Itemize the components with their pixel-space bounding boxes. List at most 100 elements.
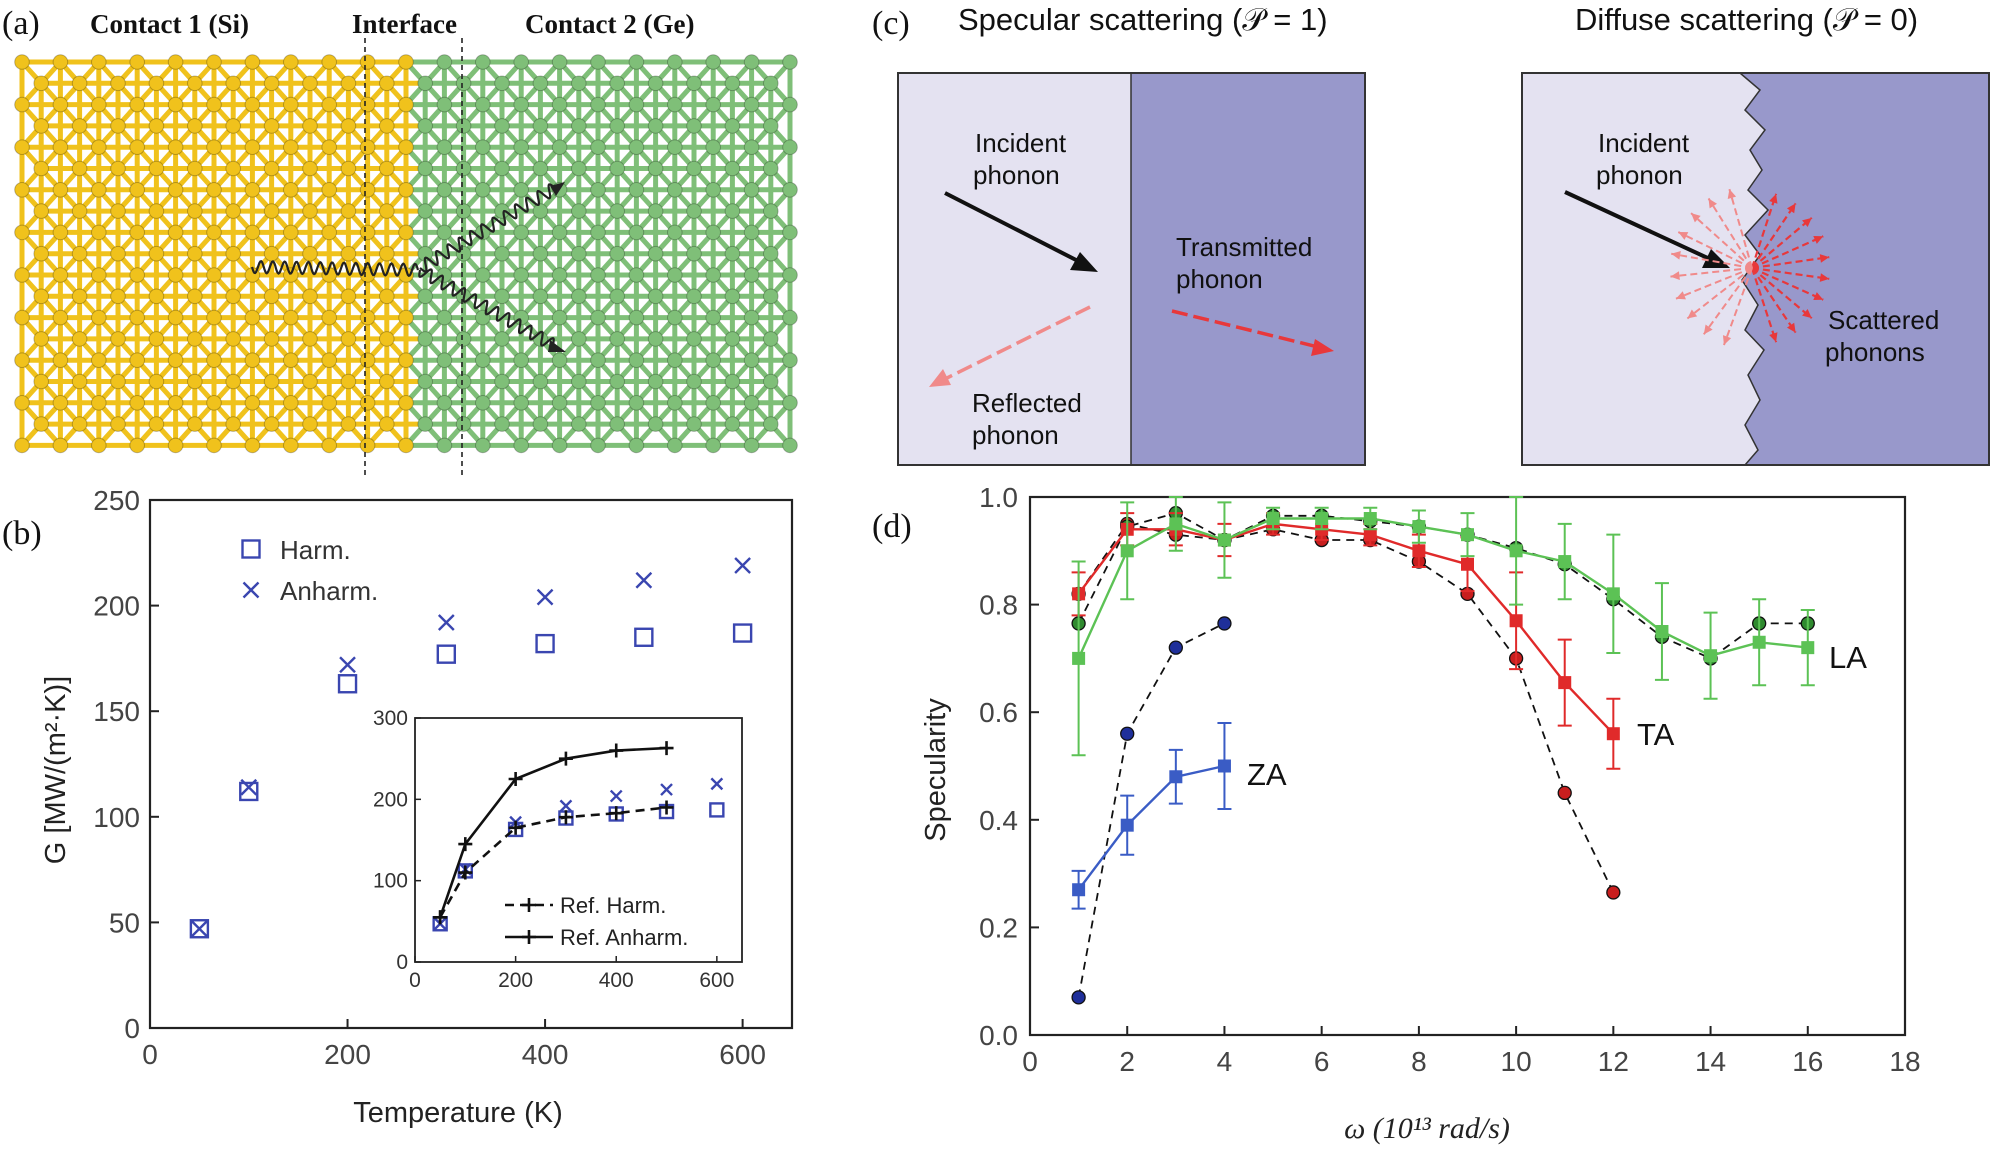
atom — [494, 75, 510, 92]
atom — [110, 288, 126, 305]
ray-arrowhead — [1802, 309, 1812, 319]
atom — [206, 54, 222, 70]
atom — [110, 118, 126, 134]
x-tick-label: 200 — [324, 1039, 371, 1070]
atom — [609, 288, 626, 305]
atom — [33, 416, 50, 432]
atom — [206, 395, 222, 411]
diff-incident-arrowhead — [1702, 249, 1730, 268]
atom — [244, 437, 261, 454]
atom — [686, 288, 702, 305]
data-point — [1558, 555, 1572, 569]
atom — [33, 373, 50, 390]
atom — [724, 75, 741, 92]
ref-point — [458, 865, 473, 880]
ray-arrowhead — [1802, 217, 1812, 227]
atom — [283, 54, 299, 70]
x-tick-label: 12 — [1598, 1046, 1629, 1077]
atom — [763, 245, 779, 262]
harm-point — [732, 623, 753, 643]
legend-anharm-text: Anharm. — [280, 576, 378, 606]
panel-b-letter: (b) — [2, 515, 42, 552]
atom — [110, 373, 126, 390]
atom — [571, 245, 587, 262]
atom — [33, 75, 50, 92]
transmitted-ray — [1751, 202, 1797, 269]
atom — [359, 54, 376, 70]
atom — [475, 309, 491, 326]
atom — [398, 54, 414, 70]
atom — [321, 309, 338, 326]
atom — [590, 224, 606, 241]
data-point — [1120, 818, 1134, 832]
atom — [743, 395, 760, 411]
atom — [647, 373, 664, 390]
atom — [398, 395, 414, 411]
spec-incident-line1: Incident — [975, 128, 1067, 158]
atom — [148, 118, 165, 134]
atom — [513, 395, 530, 411]
atom — [283, 139, 299, 155]
atom — [359, 352, 376, 369]
series-la — [1071, 496, 1815, 757]
atom — [782, 437, 798, 454]
atom — [436, 96, 453, 113]
atom — [225, 203, 241, 219]
atom — [475, 437, 491, 454]
atom — [129, 139, 145, 155]
y-tick-label: 100 — [93, 802, 140, 833]
atom — [782, 182, 798, 198]
legend-ref-anharm-text: Ref. Anharm. — [560, 925, 688, 950]
y-tick-label: 150 — [93, 696, 140, 727]
atom — [148, 245, 165, 262]
inset-x-tick-label: 400 — [599, 969, 634, 992]
chart-b: 0 200 400 600 0 50 100 150 200 250 Harm. Anharm. 0 20… — [93, 485, 794, 1070]
atom — [532, 75, 549, 92]
legend-ref-harm-text: Ref. Harm. — [560, 893, 666, 918]
atom — [782, 352, 798, 369]
atom — [667, 96, 683, 113]
atom — [283, 96, 299, 113]
reflected-arrow — [944, 305, 1091, 381]
atom — [302, 160, 318, 177]
atom — [763, 416, 779, 432]
atom — [91, 395, 107, 411]
atom — [532, 288, 549, 305]
atom — [71, 331, 88, 347]
atom — [148, 203, 165, 219]
atom — [302, 75, 318, 92]
atom — [91, 352, 107, 369]
transmitted-wave-down — [418, 268, 555, 347]
x-tick-label: 2 — [1119, 1046, 1135, 1077]
x-tick-label: 400 — [522, 1039, 569, 1070]
atom — [52, 309, 69, 326]
anharm-point — [339, 656, 356, 674]
atom — [609, 245, 626, 262]
atom — [14, 309, 30, 326]
atom — [71, 203, 88, 219]
atom — [532, 245, 549, 262]
atom — [187, 160, 203, 177]
atom — [167, 309, 184, 326]
panel-a-letter: (a) — [2, 5, 40, 42]
atom — [782, 395, 798, 411]
ray-arrowhead — [1678, 232, 1689, 240]
chart-d-ylabel: Specularity — [920, 698, 952, 842]
atom — [91, 139, 107, 155]
data-point — [1557, 785, 1572, 801]
atom — [359, 395, 376, 411]
atom — [398, 182, 414, 198]
atom — [609, 416, 626, 432]
atom — [14, 437, 30, 454]
atom — [359, 139, 376, 155]
atom — [148, 416, 165, 432]
chart-b-xlabel: Temperature (K) — [353, 1097, 563, 1129]
atom — [321, 352, 338, 369]
atom — [244, 224, 261, 241]
atom — [244, 395, 261, 411]
atom — [110, 160, 126, 177]
atom — [340, 331, 357, 347]
atom — [129, 352, 145, 369]
atom — [129, 54, 145, 70]
atom — [52, 182, 69, 198]
